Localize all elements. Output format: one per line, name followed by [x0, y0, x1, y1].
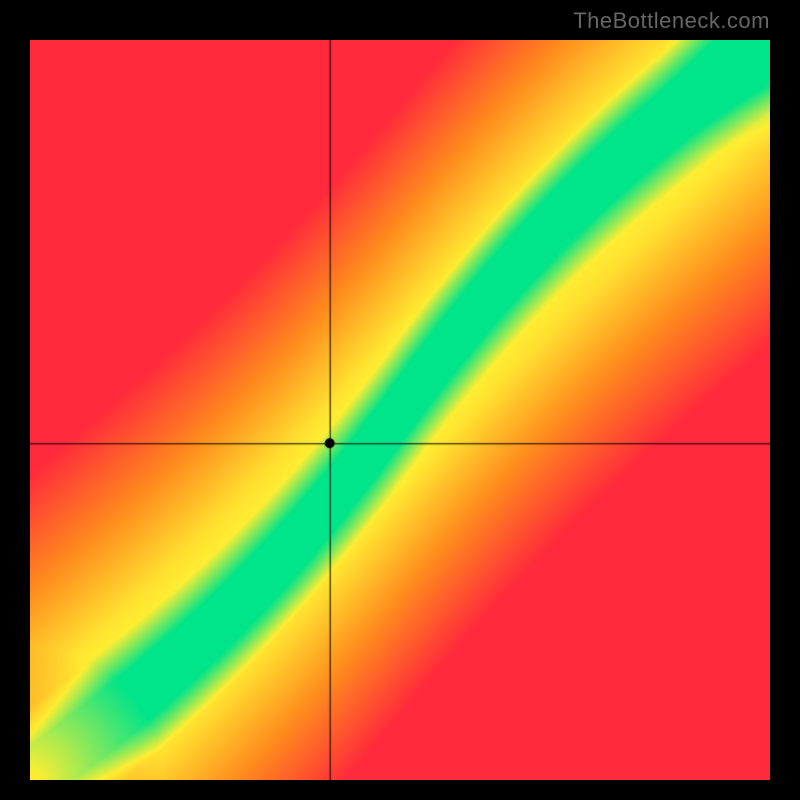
- chart-frame: TheBottleneck.com: [0, 0, 800, 800]
- heatmap-canvas: [30, 40, 770, 780]
- watermark-text: TheBottleneck.com: [573, 8, 770, 34]
- plot-area: [30, 40, 770, 780]
